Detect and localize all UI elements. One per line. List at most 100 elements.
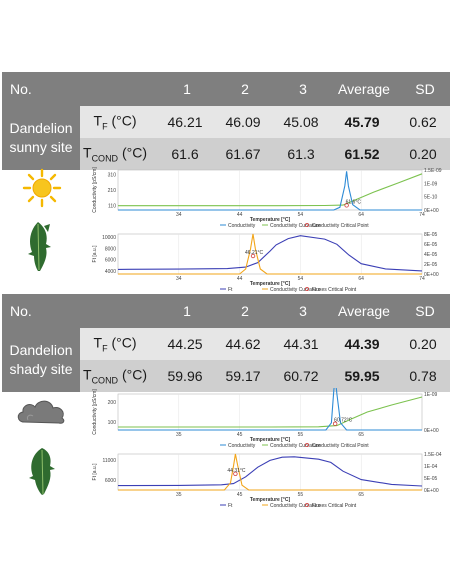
y2-tick-label: 8E-05 bbox=[424, 232, 438, 238]
x-tick-label: 34 bbox=[176, 212, 182, 218]
y-tick-label: 200 bbox=[108, 400, 117, 406]
x-tick-label: 45 bbox=[237, 432, 243, 438]
table2-row-tf: TF (°C) 44.25 44.62 44.31 44.39 0.20 bbox=[80, 328, 450, 360]
y-tick-label: 310 bbox=[108, 173, 117, 179]
legend-swatch bbox=[305, 223, 309, 227]
x-axis-label: Temperature [°C] bbox=[250, 217, 291, 223]
y2-tick-label: 0E+00 bbox=[424, 272, 439, 278]
x-tick-label: 74 bbox=[419, 212, 425, 218]
series-line-conductivity-curvature bbox=[118, 233, 422, 275]
sample-label-line2: shady site bbox=[9, 361, 73, 377]
x-tick-label: 44 bbox=[237, 276, 243, 282]
critical-point-label: 46.21°C bbox=[245, 250, 264, 256]
y-axis-label: Ft [a.u.] bbox=[92, 245, 98, 263]
x-tick-label: 35 bbox=[176, 432, 182, 438]
critical-point-label: 60.72°C bbox=[334, 418, 353, 424]
y-axis-label: Conductivity [pS/cm] bbox=[92, 167, 98, 213]
value-average: 61.52 bbox=[344, 146, 380, 162]
param-label: TF (°C) bbox=[93, 334, 137, 354]
y-tick-label: 100 bbox=[108, 420, 117, 426]
y2-tick-label: 0E+00 bbox=[424, 428, 439, 434]
y-axis-label: Conductivity [pS/cm] bbox=[92, 389, 98, 435]
legend-label: Conductivity Critical Point bbox=[312, 223, 369, 228]
x-tick-label: 65 bbox=[358, 432, 364, 438]
table2-row-tcond: TCOND (°C) 59.96 59.17 60.72 59.95 0.78 bbox=[80, 360, 450, 392]
y2-tick-label: 0E+00 bbox=[424, 488, 439, 494]
series-line-conductivity bbox=[118, 396, 423, 428]
critical-point-marker bbox=[250, 253, 256, 259]
chart-sunny-ft: 34 44 54 64 74 4000 6000 8000 10000 0E+00 2E-05 4E-… bbox=[82, 228, 450, 292]
x-axis-label: Temperature [°C] bbox=[250, 497, 291, 503]
critical-point-marker bbox=[344, 203, 349, 208]
table1-header: No. 1 2 3 Average SD bbox=[2, 72, 450, 106]
x-tick-label: 64 bbox=[358, 276, 364, 282]
plot-area bbox=[117, 233, 423, 275]
value-sd: 0.20 bbox=[409, 336, 437, 352]
header-col-3: 3 bbox=[299, 303, 307, 319]
value-1: 59.96 bbox=[167, 368, 203, 384]
value-3: 44.31 bbox=[283, 336, 319, 352]
param-label: TF (°C) bbox=[93, 112, 137, 132]
y2-tick-label: 5E-05 bbox=[424, 476, 438, 482]
legend-label: Ft bbox=[228, 287, 233, 292]
value-sd: 0.20 bbox=[409, 146, 437, 162]
critical-point-marker bbox=[233, 471, 238, 476]
value-1: 61.6 bbox=[171, 146, 199, 162]
table1-row-tcond: TCOND (°C) 61.6 61.67 61.3 61.52 0.20 bbox=[80, 138, 450, 170]
value-2: 59.17 bbox=[225, 368, 261, 384]
header-col-2: 2 bbox=[241, 303, 249, 319]
sample-label-line1: Dandelion bbox=[9, 342, 73, 358]
critical-point-label: 61.6°C bbox=[346, 199, 362, 205]
value-sd: 0.78 bbox=[409, 368, 437, 384]
legend-swatch bbox=[305, 287, 309, 291]
x-tick-label: 45 bbox=[237, 492, 243, 498]
y2-tick-label: 6E-05 bbox=[424, 242, 438, 248]
x-tick-label: 35 bbox=[176, 492, 182, 498]
chart-shady-ft: 35 45 55 65 6000 11000 0E+00 5E-05 1E-04 1.5E-04 T… bbox=[82, 448, 450, 508]
y2-tick-label: 1E-09 bbox=[424, 181, 438, 187]
value-3: 60.72 bbox=[283, 368, 319, 384]
legend-label: Conductivity Curvature bbox=[270, 223, 321, 228]
y-tick-label: 4000 bbox=[105, 269, 116, 275]
value-2: 46.09 bbox=[225, 114, 261, 130]
legend-label: Conductivity bbox=[228, 443, 256, 448]
sample-label-line1: Dandelion bbox=[9, 120, 73, 136]
header-col-2: 2 bbox=[241, 81, 249, 97]
sample-label-sunny: Dandelion sunny site bbox=[2, 106, 80, 170]
header-sd: SD bbox=[415, 303, 435, 319]
legend-label: Conductivity bbox=[228, 223, 256, 228]
y-tick-label: 6000 bbox=[105, 258, 116, 264]
legend-label: Fluxes Critical Point bbox=[312, 503, 357, 508]
legend-swatch bbox=[305, 443, 309, 447]
value-average: 59.95 bbox=[344, 368, 380, 384]
x-tick-label: 65 bbox=[358, 492, 364, 498]
header-no: No. bbox=[10, 303, 32, 319]
x-axis-label: Temperature [°C] bbox=[250, 281, 291, 287]
y2-tick-label: 1E-09 bbox=[424, 392, 438, 398]
x-tick-label: 74 bbox=[419, 276, 425, 282]
y-tick-label: 10000 bbox=[102, 235, 116, 241]
legend-label: Conductivity Curvature bbox=[270, 443, 321, 448]
dandelion-leaf-icon bbox=[26, 446, 58, 501]
x-tick-label: 64 bbox=[358, 212, 364, 218]
legend-label: Conductivity Curvature bbox=[270, 503, 321, 508]
ft-chart-svg: 34 44 54 64 74 4000 6000 8000 10000 0E+00 2E-05 4E-… bbox=[92, 232, 439, 292]
header-average: Average bbox=[338, 81, 390, 97]
value-2: 44.62 bbox=[225, 336, 261, 352]
y-tick-label: 8000 bbox=[105, 246, 116, 252]
plot-area bbox=[117, 169, 423, 211]
legend-swatch bbox=[305, 503, 309, 507]
y-tick-label: 6000 bbox=[105, 478, 116, 484]
ft-chart-svg: 35 45 55 65 6000 11000 0E+00 5E-05 1E-04 1.5E-04 T… bbox=[92, 452, 442, 508]
conductivity-chart-svg: 35 45 55 65 100 200 0E+00 1E-09 Temperature [°C]… bbox=[92, 388, 439, 448]
value-3: 61.3 bbox=[287, 146, 315, 162]
x-tick-label: 54 bbox=[298, 276, 304, 282]
legend-label: Conductivity Curvature bbox=[270, 287, 321, 292]
header-col-1: 1 bbox=[183, 303, 191, 319]
series-line-conductivity-curvature bbox=[118, 388, 422, 431]
sun-icon bbox=[22, 168, 62, 213]
y-tick-label: 110 bbox=[108, 203, 116, 209]
table1-row-tf: TF (°C) 46.21 46.09 45.08 45.79 0.62 bbox=[80, 106, 450, 138]
series-line-conductivity-curvature bbox=[118, 453, 422, 491]
x-tick-label: 54 bbox=[298, 212, 304, 218]
